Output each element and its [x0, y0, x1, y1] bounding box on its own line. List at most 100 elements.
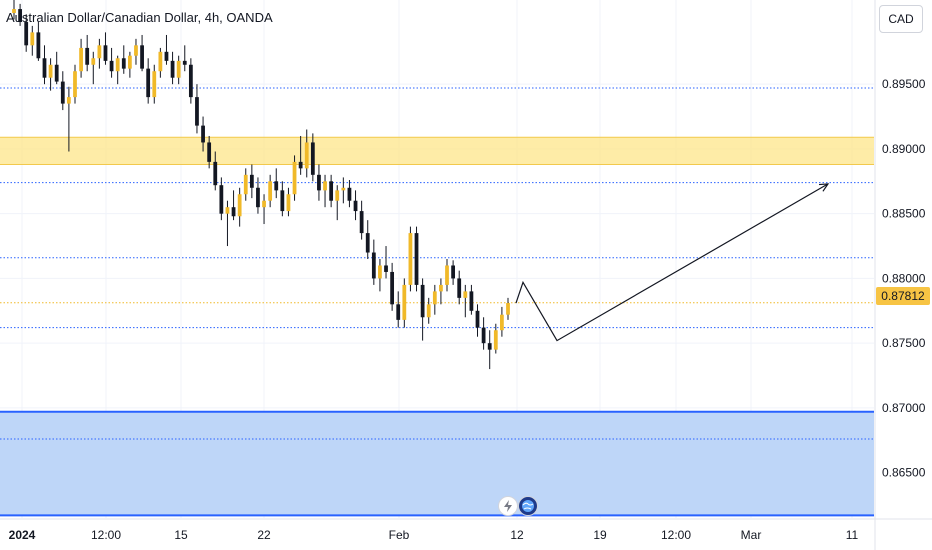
support-zone [0, 411, 874, 516]
candle-body [188, 64, 193, 98]
x-tick-label: 2024 [9, 528, 36, 542]
y-tick-label: 0.86500 [882, 466, 926, 480]
candle-body [280, 190, 285, 212]
x-tick-label: Mar [741, 528, 762, 542]
candle-body [121, 58, 126, 69]
candle-body [286, 194, 291, 212]
candle-body [182, 60, 187, 65]
candle-body [310, 142, 315, 175]
projection-arrowhead [818, 183, 830, 192]
y-tick-label: 0.87000 [882, 401, 926, 415]
resistance-zone [0, 137, 874, 165]
candle-body [371, 252, 376, 279]
x-tick-label: 15 [174, 528, 188, 542]
globe-icon[interactable] [518, 496, 538, 516]
candle-body [347, 187, 352, 201]
candle-body [164, 51, 169, 61]
candle-body [353, 200, 358, 212]
x-tick-label: Feb [389, 528, 410, 542]
candle-body [158, 51, 163, 72]
x-tick-label: 19 [593, 528, 607, 542]
candle-body [146, 68, 151, 98]
candle-body [85, 47, 90, 65]
candle-body [91, 58, 96, 65]
x-tick-label: 12:00 [661, 528, 691, 542]
candle-body [493, 330, 498, 350]
candle-body [329, 181, 334, 201]
candle-body [24, 22, 29, 46]
candle-body [292, 161, 297, 195]
candle-body [445, 265, 449, 285]
candle-body [481, 327, 486, 344]
candle-body [103, 45, 108, 61]
candle-body [60, 81, 65, 104]
candle-body [201, 125, 205, 143]
candle-body [207, 142, 212, 162]
candle-body [323, 181, 327, 191]
candle-body [256, 187, 260, 208]
candle-body [378, 265, 382, 279]
y-tick-label: 0.88500 [882, 207, 926, 221]
candle-body [176, 60, 181, 78]
candle-body [365, 233, 370, 253]
candle-body [451, 265, 456, 279]
candle-body [426, 304, 431, 318]
price-zones [0, 136, 874, 517]
candle-body [170, 60, 175, 78]
candle-body [249, 174, 254, 188]
candle-body [140, 45, 144, 69]
x-tick-label: 12 [510, 528, 524, 542]
candle-body [262, 200, 266, 208]
candle-body [18, 9, 22, 23]
last-price-badge: 0.87812 [876, 287, 930, 305]
candle-body [152, 71, 157, 98]
candle-body [359, 211, 364, 234]
candle-body [475, 310, 480, 328]
y-tick-label: 0.89500 [882, 77, 926, 91]
candle-body [268, 181, 273, 201]
candle-body [469, 291, 474, 311]
currency-button[interactable]: CAD [879, 5, 923, 33]
candle-body [402, 284, 407, 320]
candle-body [97, 45, 102, 59]
candle-body [274, 181, 279, 191]
candle-body [225, 207, 230, 214]
candlestick-series [12, 0, 510, 370]
horizontal-levels [0, 87, 874, 440]
candle-body [341, 187, 346, 191]
candle-body [298, 161, 303, 169]
projection-line [515, 183, 829, 342]
candle-body [66, 97, 71, 104]
candle-body [390, 271, 395, 305]
candle-body [48, 64, 53, 78]
candle-body [304, 142, 309, 169]
candle-body [195, 97, 199, 126]
candle-body [54, 64, 59, 82]
candle-body [134, 45, 138, 56]
x-tick-label: 11 [846, 528, 859, 542]
chart-title: Australian Dollar/Canadian Dollar, 4h, O… [6, 10, 273, 25]
candle-body [335, 190, 340, 201]
candle-body [420, 284, 425, 318]
y-tick-label: 0.88000 [882, 271, 926, 285]
candle-body [219, 185, 224, 214]
candle-body [231, 207, 236, 217]
candle-body [408, 233, 413, 285]
candle-body [237, 194, 242, 217]
candle-body [317, 174, 321, 191]
candle-body [487, 343, 492, 350]
candle-body [439, 284, 443, 292]
y-tick-label: 0.89000 [882, 142, 926, 156]
candle-body [115, 58, 120, 72]
x-tick-label: 12:00 [91, 528, 121, 542]
candle-body [396, 304, 401, 320]
lightning-icon[interactable] [498, 496, 518, 516]
candle-body [79, 47, 83, 72]
candle-body [109, 60, 114, 72]
candle-body [42, 58, 47, 78]
candle-body [73, 71, 77, 98]
y-tick-label: 0.87500 [882, 336, 926, 350]
x-tick-label: 22 [257, 528, 271, 542]
